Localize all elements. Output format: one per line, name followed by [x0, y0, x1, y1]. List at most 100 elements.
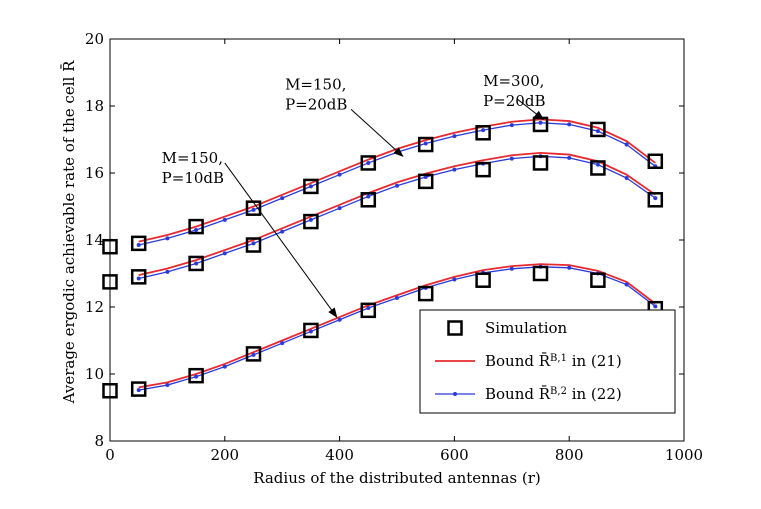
series-group — [102, 151, 664, 290]
simulation-point — [303, 322, 319, 339]
legend-dot-swatch — [453, 392, 457, 396]
simulation-point — [590, 121, 606, 138]
bound-22-point — [308, 329, 313, 334]
bound-22-point — [624, 176, 629, 181]
bound-22-point — [624, 282, 629, 287]
bound-22-point — [366, 160, 371, 165]
bound-22-point — [595, 162, 600, 167]
bound-22-point — [251, 207, 256, 212]
bound-22-point — [251, 352, 256, 357]
bound-22-point — [308, 217, 313, 222]
simulation-point — [475, 161, 491, 178]
simulation-point — [130, 235, 147, 252]
annotation: M=150, P=10dB — [162, 149, 338, 318]
simulation-point — [102, 383, 118, 399]
bound-22-point — [567, 122, 572, 127]
legend-label-sup: B,1 — [550, 353, 567, 364]
bound-22-point — [538, 120, 543, 125]
bound-22-point — [595, 129, 600, 134]
bound-22-point — [624, 142, 629, 147]
bound-22-point — [509, 266, 514, 271]
simulation-point — [417, 285, 434, 302]
simulation-point — [360, 155, 377, 171]
legend-label-tail: in (21) — [567, 352, 622, 370]
simulation-point — [188, 218, 204, 235]
x-tick-label: 600 — [440, 446, 469, 464]
bound-22-point — [423, 141, 428, 146]
y-tick-label: 8 — [94, 432, 104, 450]
simulation-point — [130, 381, 147, 397]
annotation-arrow — [517, 98, 545, 121]
annotation: M=150, P=20dB — [285, 75, 404, 157]
bound-22-point — [509, 156, 514, 161]
legend-label-main: Bound R̄ — [485, 385, 551, 403]
bound-22-point — [194, 227, 199, 232]
annotations: M=300, P=20dB M=150, P=20dB M=150, P=10dB — [162, 72, 545, 318]
y-tick-label: 10 — [85, 365, 104, 383]
simulation-point — [532, 265, 549, 282]
bound-22-point — [452, 167, 457, 172]
bound-22-point — [653, 304, 658, 309]
bound-22-point — [337, 317, 342, 322]
bound-22-point — [280, 196, 285, 201]
simulation-point — [303, 213, 319, 230]
bound-22-point — [280, 341, 285, 346]
bound-22-point — [366, 194, 371, 199]
bound-22-point — [337, 206, 342, 211]
bound-22-point — [194, 261, 199, 266]
simulation-point — [417, 173, 434, 190]
simulation-point — [188, 367, 204, 384]
x-tick-label: 1000 — [665, 446, 703, 464]
x-tick-label: 800 — [555, 446, 584, 464]
series-group — [102, 263, 664, 399]
bound-22-point — [337, 172, 342, 177]
y-tick-label: 20 — [85, 30, 104, 48]
bound-22-point — [222, 364, 227, 369]
annotation-line1: M=300, — [483, 72, 544, 90]
simulation-point — [475, 125, 491, 141]
legend-label-sup: B,2 — [550, 386, 567, 397]
simulation-point — [532, 155, 549, 171]
simulation-point — [102, 274, 118, 290]
simulation-point — [245, 346, 262, 362]
simulation-point — [102, 238, 118, 255]
bound-22-point — [165, 383, 170, 388]
y-axis-label: Average ergodic achievable rate of the c… — [60, 60, 78, 404]
legend-label: Bound R̄B,2 in (22) — [485, 385, 622, 403]
simulation-point — [360, 192, 377, 208]
bound-22-point — [222, 251, 227, 256]
x-tick-label: 200 — [210, 446, 239, 464]
legend-label-tail: in (22) — [567, 385, 622, 403]
legend-simulation-marker — [447, 320, 463, 336]
bound-22-point — [251, 241, 256, 246]
bound-22-point — [509, 123, 514, 128]
x-axis-label: Radius of the distributed antennas (r) — [253, 469, 541, 487]
bound-22-point — [395, 183, 399, 188]
bound-22-point — [194, 374, 199, 379]
bound-22-point — [280, 229, 285, 234]
simulation-point — [188, 255, 204, 272]
y-tick-label: 18 — [85, 97, 104, 115]
bound-22-point — [222, 217, 227, 222]
annotation-line2: P=20dB — [483, 92, 545, 110]
bound-22-point — [653, 196, 658, 201]
x-tick-label: 0 — [105, 446, 115, 464]
bound-22-point — [567, 155, 572, 160]
x-tick-label: 400 — [325, 446, 354, 464]
simulation-point — [360, 302, 377, 319]
annotation-line1: M=150, — [162, 149, 223, 167]
simulation-point — [303, 178, 319, 195]
simulation-point — [590, 272, 606, 288]
bound-22-point — [136, 388, 141, 393]
legend-label-main: Bound R̄ — [485, 352, 551, 370]
bound-22-point — [165, 236, 170, 241]
simulation-point — [130, 269, 147, 285]
bound-21-line — [138, 263, 656, 389]
simulation-point — [647, 192, 664, 208]
simulation-point — [647, 153, 664, 170]
legend-label: Bound R̄B,1 in (21) — [485, 352, 622, 370]
bound-22-point — [452, 134, 457, 139]
y-tick-label: 14 — [85, 231, 104, 249]
